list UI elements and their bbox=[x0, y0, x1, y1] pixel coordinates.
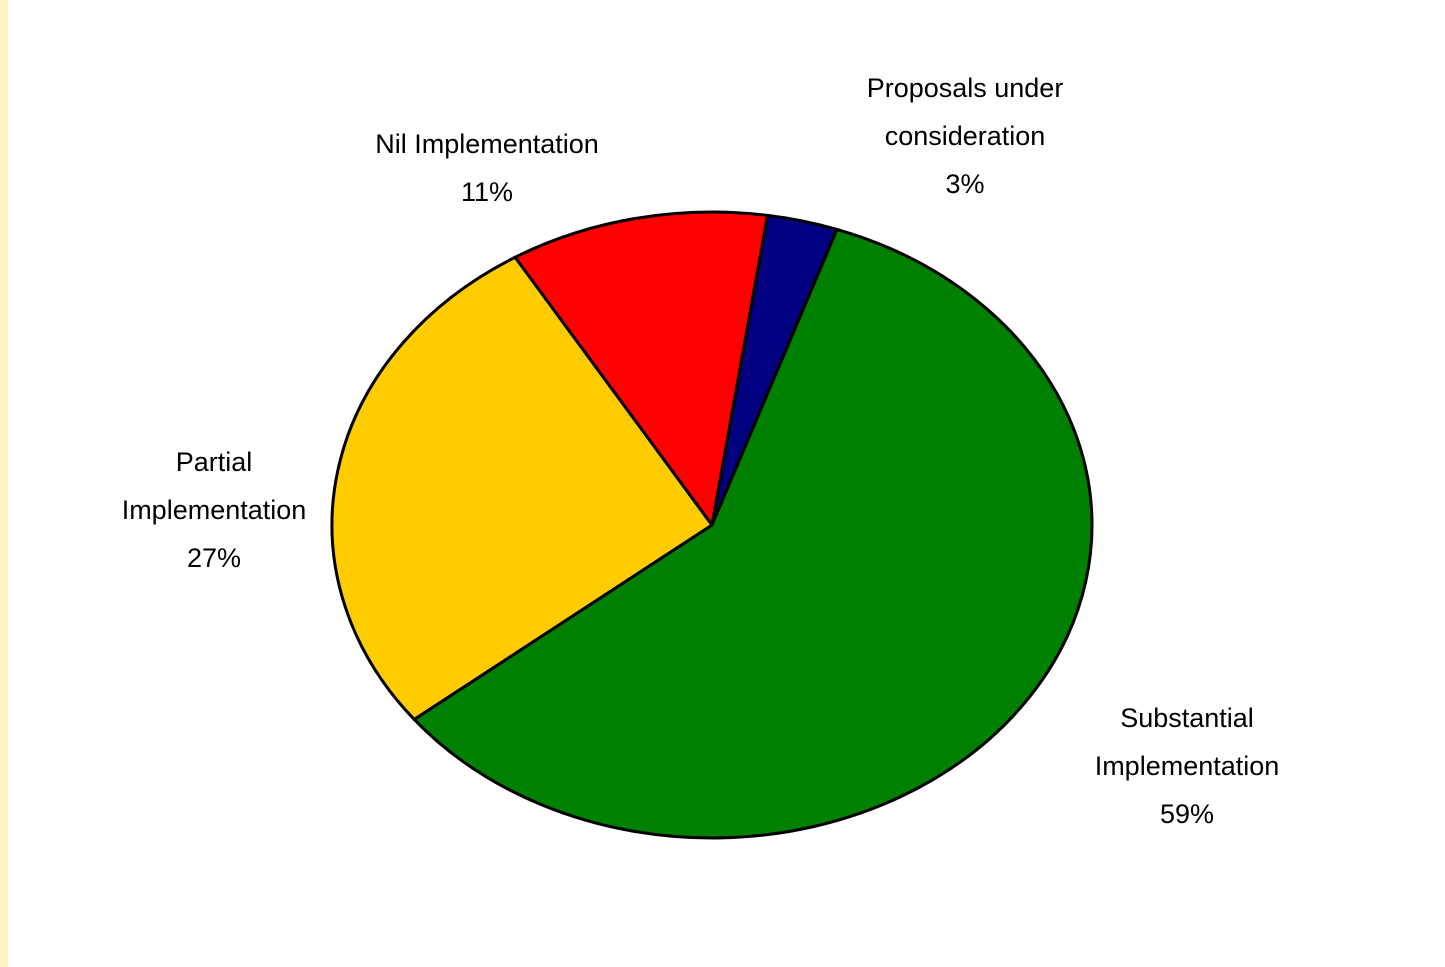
pie-slice-1 bbox=[412, 227, 1094, 840]
pie-slice-2 bbox=[330, 255, 714, 721]
pie-labels: Proposals under consideration 3% Substantia… bbox=[122, 73, 1280, 829]
slice-category-label: Proposals under bbox=[867, 73, 1064, 103]
slice-category-label: Partial bbox=[176, 447, 253, 477]
slice-percent-label: 27% bbox=[187, 543, 241, 573]
pie-slices bbox=[330, 210, 1094, 840]
slice-category-label: Implementation bbox=[1095, 751, 1280, 781]
slice-percent-label: 11% bbox=[461, 177, 513, 207]
pie-slice-3 bbox=[513, 210, 770, 527]
slice-percent-label: 59% bbox=[1160, 799, 1214, 829]
slice-category-label: consideration bbox=[885, 121, 1046, 151]
slice-percent-label: 3% bbox=[945, 169, 984, 199]
slice-category-label: Substantial bbox=[1120, 703, 1254, 733]
slice-category-label: Nil Implementation bbox=[375, 129, 599, 159]
left-border bbox=[0, 0, 8, 967]
slice-category-label: Implementation bbox=[122, 495, 307, 525]
